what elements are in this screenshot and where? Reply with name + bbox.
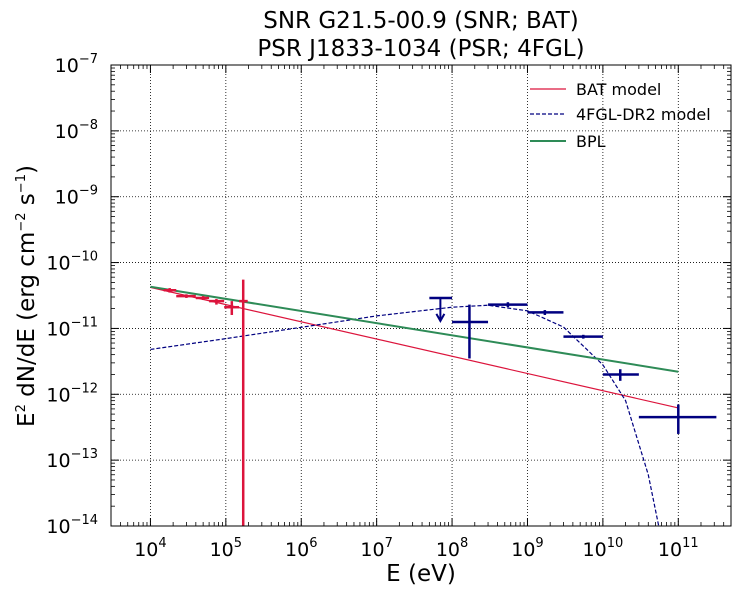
chart-title-line-2: PSR J1833-1034 (PSR; 4FGL) (257, 36, 584, 62)
y-tick-label: 10−14 (46, 513, 98, 538)
x-tick-label: 109 (511, 536, 543, 561)
y-tick-label: 10−7 (55, 52, 98, 77)
plot-frame (110, 64, 732, 527)
fgl-model-line (150, 304, 660, 526)
x-tick-label: 106 (285, 536, 317, 561)
data-points (163, 279, 717, 526)
x-tick-label: 1010 (583, 536, 624, 561)
legend: BAT model 4FGL-DR2 model BPL (530, 80, 711, 151)
chart-title-line-1: SNR G21.5-00.9 (SNR; BAT) (263, 8, 579, 34)
legend-label-bat-model: BAT model (576, 80, 661, 99)
x-tick-label: 104 (134, 536, 166, 561)
y-tick-label: 10−12 (46, 381, 98, 406)
bpl-model-line (150, 285, 679, 373)
y-tick-label: 10−8 (55, 118, 98, 143)
y-tick-label: 10−10 (46, 250, 98, 275)
fermi-upper-limit-arrowhead (435, 313, 446, 323)
x-tick-label: 105 (210, 536, 242, 561)
axis-ticks: 104 105 106 107 108 109 1010 1011 10−14 10−13 10−1… (46, 52, 732, 561)
x-tick-label: 107 (360, 536, 392, 561)
model-lines (150, 285, 679, 526)
x-tick-label: 108 (436, 536, 468, 561)
x-tick-label: 1011 (658, 536, 699, 561)
y-tick-label: 10−9 (55, 184, 98, 209)
y-tick-label: 10−11 (46, 315, 98, 340)
y-axis-label: E2 dN/dE (erg cm−2 s−1) (14, 165, 40, 427)
bat-model-line (150, 286, 679, 409)
y-tick-label: 10−13 (46, 447, 98, 472)
legend-label-bpl: BPL (576, 132, 606, 151)
legend-label-4fgl-model: 4FGL-DR2 model (576, 105, 711, 124)
x-axis-label: E (eV) (386, 561, 456, 587)
